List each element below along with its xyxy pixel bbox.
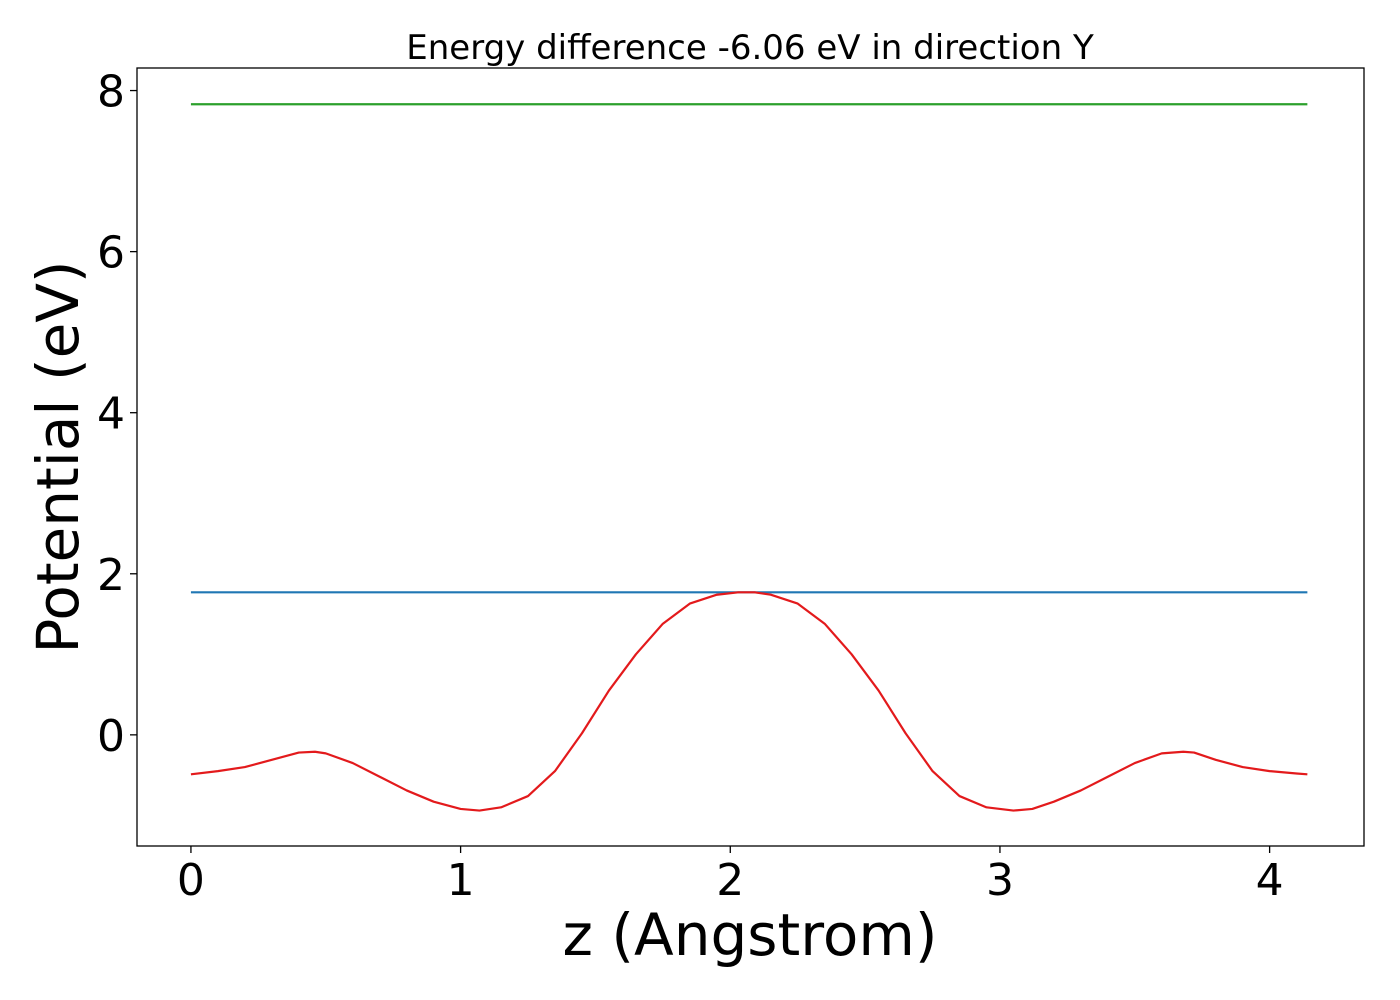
y-tick-label: 6 — [97, 228, 125, 279]
plot-frame — [136, 67, 1365, 847]
x-axis: 0 1 2 3 4 — [177, 846, 1284, 906]
chart-title: Energy difference -6.06 eV in direction … — [406, 28, 1094, 68]
x-tick-label: 4 — [1256, 855, 1284, 906]
x-tick-label: 2 — [716, 855, 744, 906]
x-tick-label: 3 — [986, 855, 1014, 906]
series-layer — [190, 103, 1308, 812]
x-tick-label: 1 — [447, 855, 475, 906]
y-tick-label: 4 — [97, 389, 125, 440]
x-tick-label: 0 — [177, 855, 205, 906]
y-tick-label: 8 — [97, 67, 125, 118]
series-line-3 — [190, 591, 1308, 812]
y-axis: 0 2 4 6 8 — [97, 67, 137, 762]
y-tick-label: 0 — [97, 711, 125, 762]
y-tick-label: 2 — [97, 550, 125, 601]
x-axis-label: z (Angstrom) — [563, 901, 938, 969]
y-axis-label: Potential (eV) — [24, 260, 92, 653]
